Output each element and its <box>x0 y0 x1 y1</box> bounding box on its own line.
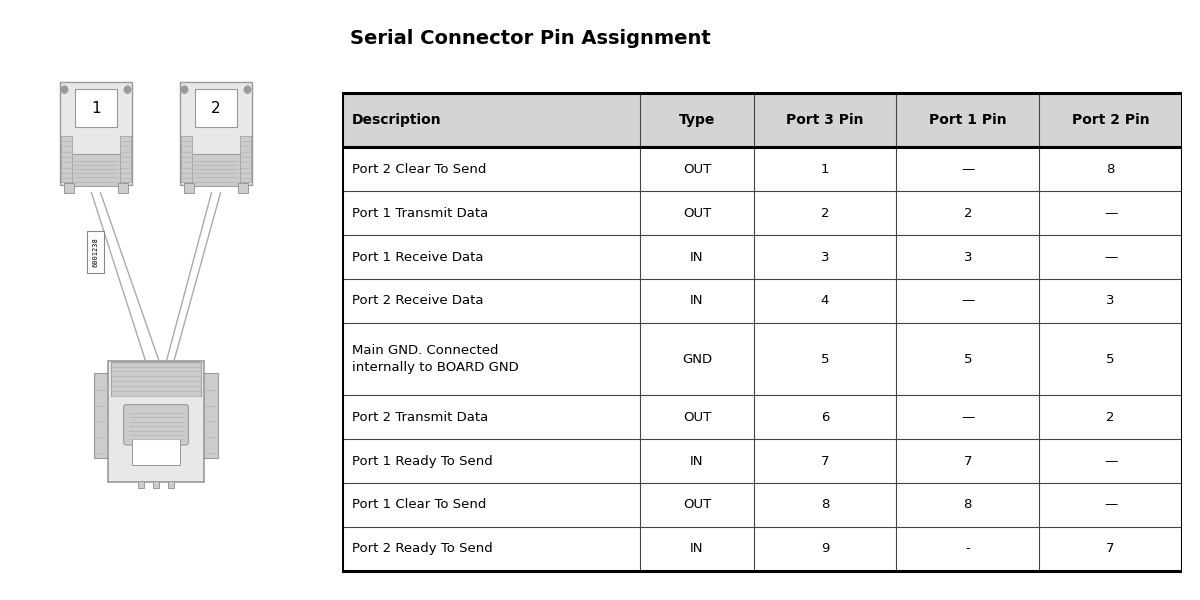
FancyBboxPatch shape <box>124 404 188 445</box>
Text: 5: 5 <box>964 353 972 365</box>
Bar <box>180 136 192 182</box>
Text: OUT: OUT <box>683 163 712 176</box>
Text: Serial Connector Pin Assignment: Serial Connector Pin Assignment <box>350 29 712 48</box>
FancyBboxPatch shape <box>71 154 121 187</box>
Text: —: — <box>1104 206 1117 220</box>
Text: Port 1 Clear To Send: Port 1 Clear To Send <box>352 499 486 511</box>
Bar <box>342 191 1182 235</box>
Text: 5: 5 <box>821 353 829 365</box>
Bar <box>138 481 144 488</box>
Text: OUT: OUT <box>683 499 712 511</box>
Bar <box>342 92 1182 148</box>
Text: IN: IN <box>690 455 703 467</box>
Bar <box>95 373 109 458</box>
Bar <box>132 439 180 465</box>
Bar <box>112 362 202 397</box>
Text: 7: 7 <box>1106 542 1115 555</box>
Text: Port 2 Ready To Send: Port 2 Ready To Send <box>352 542 493 555</box>
Circle shape <box>181 86 188 94</box>
Text: 9: 9 <box>821 542 829 555</box>
Text: 2: 2 <box>964 206 972 220</box>
Bar <box>64 183 74 193</box>
Text: 6: 6 <box>821 410 829 424</box>
Circle shape <box>124 86 131 94</box>
Text: —: — <box>961 410 974 424</box>
Text: Port 3 Pin: Port 3 Pin <box>786 113 864 127</box>
Text: —: — <box>1104 499 1117 511</box>
Bar <box>184 183 194 193</box>
Text: —: — <box>961 163 974 176</box>
Bar <box>180 82 190 97</box>
Text: 7: 7 <box>964 455 972 467</box>
Text: -: - <box>966 542 970 555</box>
Text: IN: IN <box>690 542 703 555</box>
Bar <box>242 82 252 97</box>
Text: 2: 2 <box>1106 410 1115 424</box>
Circle shape <box>244 86 251 94</box>
Text: —: — <box>961 295 974 307</box>
Bar <box>342 148 1182 191</box>
Text: 2: 2 <box>821 206 829 220</box>
Text: 6001238: 6001238 <box>92 237 98 267</box>
Text: Type: Type <box>679 113 715 127</box>
Text: 5: 5 <box>1106 353 1115 365</box>
Bar <box>342 323 1182 395</box>
Text: 1: 1 <box>91 101 101 115</box>
FancyBboxPatch shape <box>191 154 241 187</box>
Text: OUT: OUT <box>683 206 712 220</box>
Bar <box>88 231 103 273</box>
Text: 7: 7 <box>821 455 829 467</box>
Text: Port 1 Pin: Port 1 Pin <box>929 113 1007 127</box>
Bar <box>342 527 1182 571</box>
Bar <box>342 439 1182 483</box>
Text: IN: IN <box>690 251 703 263</box>
Text: Port 1 Ready To Send: Port 1 Ready To Send <box>352 455 493 467</box>
Bar <box>194 89 238 127</box>
Bar <box>74 89 116 127</box>
Text: Port 2 Transmit Data: Port 2 Transmit Data <box>352 410 488 424</box>
Text: 2: 2 <box>211 101 221 115</box>
Bar <box>168 481 174 488</box>
Bar <box>120 136 132 182</box>
Bar <box>238 183 248 193</box>
Text: 3: 3 <box>1106 295 1115 307</box>
Text: OUT: OUT <box>683 410 712 424</box>
Text: IN: IN <box>690 295 703 307</box>
Text: 8: 8 <box>821 499 829 511</box>
Text: 8: 8 <box>964 499 972 511</box>
Text: 1: 1 <box>821 163 829 176</box>
Bar <box>342 279 1182 323</box>
Bar <box>60 136 72 182</box>
Text: Main GND. Connected
internally to BOARD GND: Main GND. Connected internally to BOARD … <box>352 344 518 374</box>
Bar <box>342 92 1182 571</box>
Text: —: — <box>1104 455 1117 467</box>
Text: 3: 3 <box>821 251 829 263</box>
Text: 8: 8 <box>1106 163 1115 176</box>
Text: Port 2 Pin: Port 2 Pin <box>1072 113 1150 127</box>
Text: Port 1 Transmit Data: Port 1 Transmit Data <box>352 206 488 220</box>
Bar <box>240 136 252 182</box>
Text: Description: Description <box>352 113 442 127</box>
Text: —: — <box>1104 251 1117 263</box>
Bar <box>342 483 1182 527</box>
Text: 4: 4 <box>821 295 829 307</box>
Bar <box>203 373 217 458</box>
Bar <box>60 82 132 185</box>
Text: Port 2 Receive Data: Port 2 Receive Data <box>352 295 484 307</box>
Bar <box>60 82 70 97</box>
Bar <box>342 395 1182 439</box>
Circle shape <box>61 86 68 94</box>
Text: 3: 3 <box>964 251 972 263</box>
Bar <box>180 82 252 185</box>
Text: GND: GND <box>682 353 712 365</box>
Bar <box>342 235 1182 279</box>
Text: Port 1 Receive Data: Port 1 Receive Data <box>352 251 484 263</box>
Bar <box>124 82 132 97</box>
Bar <box>108 361 204 482</box>
Bar <box>118 183 128 193</box>
Text: Port 2 Clear To Send: Port 2 Clear To Send <box>352 163 486 176</box>
Bar <box>152 481 160 488</box>
